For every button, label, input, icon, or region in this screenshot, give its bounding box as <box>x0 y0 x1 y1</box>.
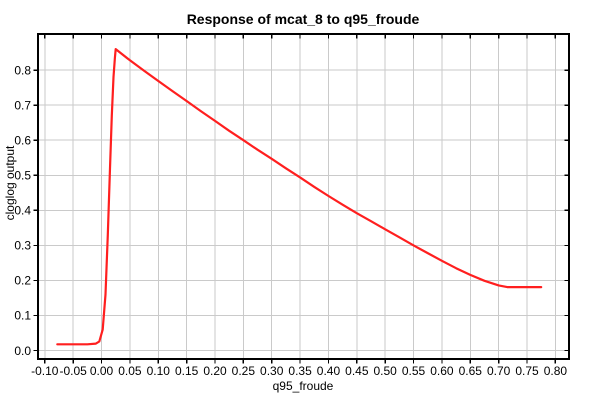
x-tick-label: 0.40 <box>317 364 341 378</box>
x-tick-label: 0.00 <box>90 364 114 378</box>
plot-frame <box>37 33 570 360</box>
x-tick-label: 0.55 <box>402 364 426 378</box>
x-tick-label: 0.60 <box>430 364 454 378</box>
series-layer <box>56 47 543 346</box>
tick-label-layer: -0.10 -0.05 0.00 0.05 0.10 0.15 0.20 0.25 0.30 0.… <box>14 63 567 378</box>
y-tick-label: 0.0 <box>14 344 31 358</box>
x-tick-label: 0.15 <box>175 364 199 378</box>
grid-layer <box>38 34 569 359</box>
x-tick-label: 0.05 <box>118 364 142 378</box>
y-tick-label: 0.8 <box>14 63 31 77</box>
x-tick-label: 0.50 <box>374 364 398 378</box>
y-tick-label: 0.7 <box>14 98 31 112</box>
y-tick-label: 0.5 <box>14 168 31 182</box>
x-tick-label: 0.30 <box>260 364 284 378</box>
x-tick-label: 0.70 <box>487 364 511 378</box>
y-tick-label: 0.2 <box>14 274 31 288</box>
x-tick-label: 0.25 <box>232 364 256 378</box>
y-tick-label: 0.4 <box>14 204 31 218</box>
response-curve <box>56 47 543 346</box>
x-tick-label: 0.75 <box>515 364 539 378</box>
x-tick-label: 0.65 <box>459 364 483 378</box>
frame-layer <box>37 33 570 360</box>
x-axis-label: q95_froude <box>273 379 334 393</box>
tick-layer <box>33 34 569 364</box>
x-tick-label: 0.20 <box>203 364 227 378</box>
x-tick-label: 0.45 <box>345 364 369 378</box>
y-tick-label: 0.3 <box>14 239 31 253</box>
x-tick-label: -0.05 <box>59 364 87 378</box>
y-tick-label: 0.1 <box>14 309 31 323</box>
chart-title: Response of mcat_8 to q95_froude <box>187 11 420 27</box>
x-tick-label: 0.80 <box>544 364 568 378</box>
y-axis-label: cloglog output <box>3 145 17 220</box>
y-tick-label: 0.6 <box>14 133 31 147</box>
x-tick-label: 0.35 <box>288 364 312 378</box>
x-tick-label: 0.10 <box>147 364 171 378</box>
x-tick-label: -0.10 <box>31 364 59 378</box>
